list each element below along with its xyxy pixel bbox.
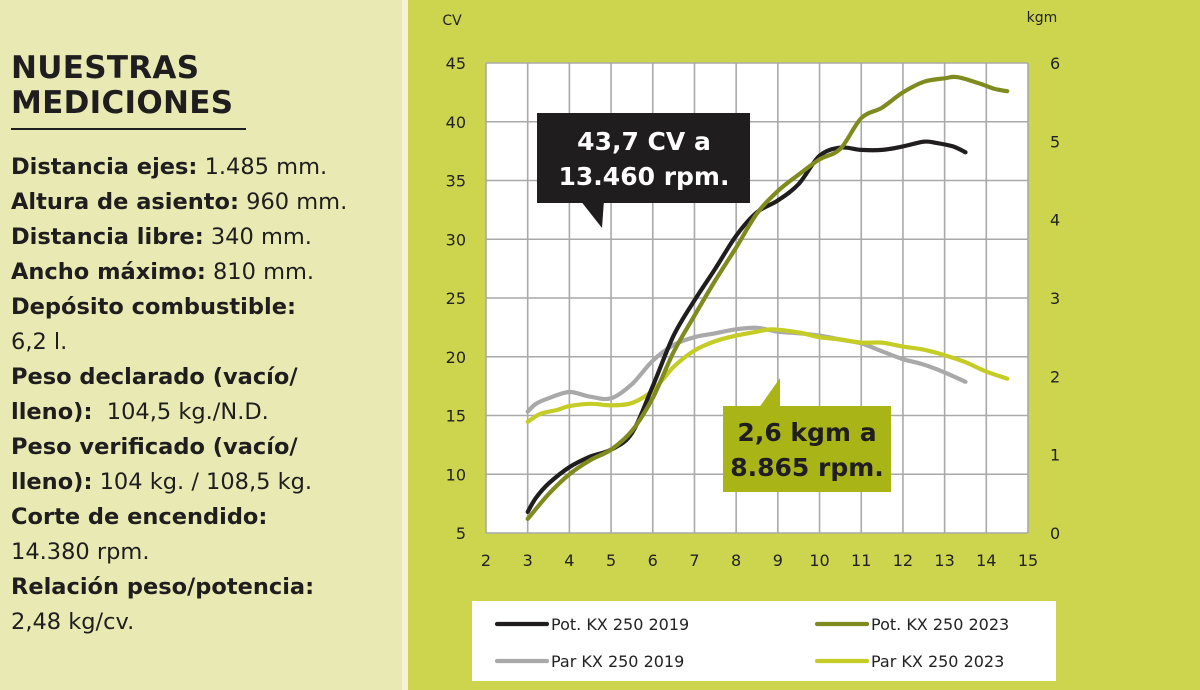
spec-value: 6,2 l. — [11, 329, 68, 355]
spec-label: Depósito combustible: — [11, 294, 296, 320]
series-line-par-kx-250-2019 — [525, 325, 968, 414]
spec-label: lleno): — [11, 399, 93, 425]
x-tick-label: 3 — [523, 551, 533, 570]
spec-line: Altura de asiento: 960 mm. — [11, 185, 403, 220]
series-line-par-kx-250-2023 — [525, 327, 1010, 424]
power-torque-chart: 2 3 4 5 6 7 8 9 10 11 12 13 14 1551015202530354045012… — [442, 10, 1060, 681]
spec-line: Distancia libre: 340 mm. — [11, 220, 403, 255]
spec-line: Corte de encendido: — [11, 500, 403, 535]
series-line-pot-kx-250-2019 — [525, 139, 968, 514]
callout-power-pointer — [580, 200, 604, 228]
spec-list: Distancia ejes: 1.485 mm. Altura de asien… — [11, 150, 403, 640]
callout-power-line1: 43,7 CV a — [577, 127, 711, 156]
y-left-tick-label: 10 — [446, 465, 466, 484]
legend-label: Pot. KX 250 2023 — [871, 615, 1009, 634]
spec-line: 2,48 kg/cv. — [11, 605, 403, 640]
x-tick-label: 2 — [481, 551, 491, 570]
x-tick-label: 14 — [976, 551, 996, 570]
spec-value: 104,5 kg./N.D. — [92, 399, 269, 425]
series-line-pot-kx-250-2023 — [525, 74, 1010, 521]
spec-line: Peso verificado (vacío/ — [11, 430, 403, 465]
callout-power-box — [537, 113, 750, 203]
legend-label: Pot. KX 250 2019 — [551, 615, 689, 634]
y-right-tick-label: 0 — [1050, 524, 1060, 543]
y-left-tick-label: 15 — [446, 407, 466, 426]
spec-line: 6,2 l. — [11, 325, 403, 360]
title-underline — [11, 128, 246, 130]
x-tick-label: 7 — [689, 551, 699, 570]
spec-label: Altura de asiento: — [11, 189, 239, 215]
spec-line: Ancho máximo: 810 mm. — [11, 255, 403, 290]
spec-value: 960 mm. — [239, 189, 348, 215]
y-right-tick-label: 3 — [1050, 289, 1060, 308]
callout-torque-line2: 8.865 rpm. — [730, 453, 884, 482]
page-title: NUESTRAS MEDICIONES — [11, 51, 233, 121]
y-left-tick-label: 30 — [446, 230, 466, 249]
y-right-tick-label: 2 — [1050, 367, 1060, 386]
callout-torque-box — [723, 406, 891, 492]
spec-label: Ancho máximo: — [11, 259, 206, 285]
spec-label: Relación peso/potencia: — [11, 574, 315, 600]
x-tick-label: 13 — [934, 551, 954, 570]
spec-line: Depósito combustible: — [11, 290, 403, 325]
y-left-tick-label: 25 — [446, 289, 466, 308]
legend-label: Par KX 250 2023 — [871, 652, 1004, 671]
y-left-tick-label: 40 — [446, 113, 466, 132]
callout-torque-pointer — [756, 378, 780, 412]
y-right-tick-label: 5 — [1050, 132, 1060, 151]
x-tick-label: 9 — [773, 551, 783, 570]
spec-label: Corte de encendido: — [11, 504, 268, 530]
x-tick-label: 15 — [1018, 551, 1038, 570]
spec-line: 14.380 rpm. — [11, 535, 403, 570]
x-tick-label: 4 — [564, 551, 574, 570]
spec-label: Peso declarado (vacío/ — [11, 364, 298, 390]
x-tick-label: 5 — [606, 551, 616, 570]
spec-line: lleno): 104,5 kg./N.D. — [11, 395, 403, 430]
y-right-unit-label: kgm — [1027, 10, 1058, 26]
spec-label: lleno): — [11, 469, 93, 495]
x-tick-label: 10 — [809, 551, 829, 570]
spec-label: Peso verificado (vacío/ — [11, 434, 298, 460]
y-right-tick-label: 6 — [1050, 54, 1060, 73]
spec-value: 1.485 mm. — [197, 154, 328, 180]
x-tick-label: 11 — [851, 551, 871, 570]
chart-panel: 2 3 4 5 6 7 8 9 10 11 12 13 14 15 5 10 15 20 25 30 35 40 45 0 1 2… — [408, 0, 1200, 690]
y-right-tick-label: 4 — [1050, 211, 1060, 230]
spec-value: 810 mm. — [205, 259, 315, 285]
spec-line: Peso declarado (vacío/ — [11, 360, 403, 395]
specs-panel: NUESTRAS MEDICIONES Distancia ejes: 1.48… — [0, 0, 402, 690]
y-left-unit-label: CV — [442, 13, 462, 29]
callout-power-line2: 13.460 rpm. — [559, 162, 730, 191]
spec-line: Distancia ejes: 1.485 mm. — [11, 150, 403, 185]
spec-value: 104 kg. / 108,5 kg. — [92, 469, 313, 495]
legend-label: Par KX 250 2019 — [551, 652, 684, 671]
chart-legend — [472, 601, 1056, 681]
callout-torque-line1: 2,6 kgm a — [737, 418, 876, 447]
spec-label: Distancia libre: — [11, 224, 204, 250]
spec-value: 340 mm. — [203, 224, 312, 250]
y-left-tick-label: 35 — [446, 172, 466, 191]
y-left-tick-label: 20 — [446, 348, 466, 367]
y-left-tick-label: 45 — [446, 54, 466, 73]
title-line-2: MEDICIONES — [11, 85, 234, 121]
panel-divider — [402, 0, 408, 690]
spec-label: Distancia ejes: — [11, 154, 198, 180]
spec-line: Relación peso/potencia: — [11, 570, 403, 605]
x-tick-label: 8 — [731, 551, 741, 570]
y-left-tick-label: 5 — [456, 524, 466, 543]
y-right-tick-label: 1 — [1050, 446, 1060, 465]
spec-line: lleno): 104 kg. / 108,5 kg. — [11, 465, 403, 500]
title-line-1: NUESTRAS — [11, 50, 200, 86]
spec-value: 14.380 rpm. — [11, 539, 150, 565]
x-tick-label: 12 — [893, 551, 913, 570]
x-tick-label: 6 — [648, 551, 658, 570]
spec-value: 2,48 kg/cv. — [11, 609, 135, 635]
